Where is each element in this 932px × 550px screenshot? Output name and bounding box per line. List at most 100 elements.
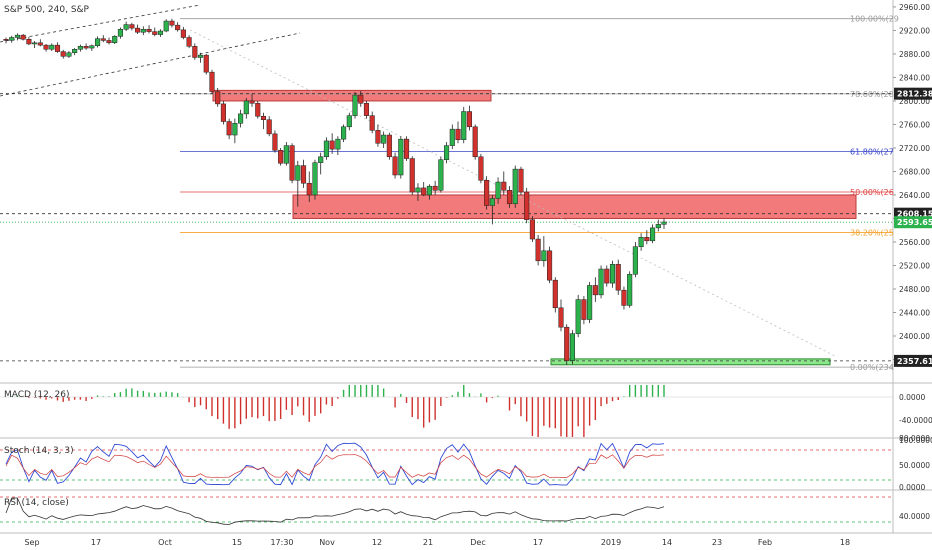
candle-body xyxy=(232,123,238,136)
candle-body xyxy=(272,133,278,151)
candle-body xyxy=(524,191,530,220)
candle-body xyxy=(569,333,576,361)
candle-body xyxy=(135,27,141,33)
candle-body xyxy=(529,219,535,240)
price-label: 2593.65 xyxy=(897,218,932,227)
y-tick-label: 2800.00 xyxy=(899,97,930,106)
candle-body xyxy=(295,165,301,181)
candle-body xyxy=(335,138,341,150)
candle-body xyxy=(175,24,181,31)
candle-body xyxy=(89,45,95,49)
rsi-line xyxy=(5,497,665,525)
candle-body xyxy=(129,24,135,29)
candle-body xyxy=(661,221,667,225)
candle-body xyxy=(421,187,427,196)
candle-body xyxy=(123,24,129,30)
candle-body xyxy=(106,40,112,44)
candle-body xyxy=(278,150,284,164)
x-tick-label: 21 xyxy=(423,538,433,547)
candle-body xyxy=(449,128,455,146)
x-tick-label: 2019 xyxy=(601,538,621,547)
zone-resistance-lower xyxy=(292,194,857,219)
candle-body xyxy=(192,46,198,58)
candle-body xyxy=(100,38,106,41)
candle-body xyxy=(157,30,164,35)
candle-body xyxy=(152,31,158,35)
candle-body xyxy=(444,145,450,160)
candle-body xyxy=(615,264,621,291)
candle-body xyxy=(587,285,593,320)
candle-body xyxy=(37,42,43,46)
y-tick-label: 2920.00 xyxy=(899,26,930,35)
candle-body xyxy=(346,115,352,128)
candle-body xyxy=(558,307,564,328)
fib-label: 100.00%(29 xyxy=(850,15,899,24)
y-tick-label: 2960.00 xyxy=(899,3,930,12)
fib-label: 61.80%(27 xyxy=(850,147,894,156)
x-tick-label: Sep xyxy=(24,538,39,547)
candle-body xyxy=(117,29,123,37)
stoch-tick-label: 50.0000 xyxy=(899,461,930,470)
channel-upper xyxy=(0,4,201,43)
candle-body xyxy=(54,44,61,52)
candle-body xyxy=(489,198,495,206)
fib-label: 38.20%(25 xyxy=(850,229,894,238)
candle-body xyxy=(552,279,558,309)
candle-body xyxy=(329,140,335,150)
candle-body xyxy=(32,42,38,45)
macd-tick-label: -40.0000 xyxy=(899,416,932,425)
price-label: 2357.61 xyxy=(897,357,932,366)
candle-body xyxy=(66,52,72,57)
price-label: 2608.15 xyxy=(897,210,932,219)
rsi-pane-label: RSI (14, close) xyxy=(4,498,69,508)
candle-body xyxy=(112,36,118,44)
candle-body xyxy=(341,126,347,140)
candle-body xyxy=(432,185,438,191)
candle-body xyxy=(409,158,415,193)
candle-body xyxy=(83,46,89,49)
rsi-tick-label: 40.0000 xyxy=(899,512,930,521)
y-tick-label: 2720.00 xyxy=(899,144,930,153)
x-tick-label: 17 xyxy=(533,538,543,547)
candle-body xyxy=(426,185,432,196)
y-tick-label: 2480.00 xyxy=(899,285,930,294)
candle-body xyxy=(575,299,581,334)
price-label-box xyxy=(894,87,932,100)
candle-body xyxy=(592,285,598,296)
y-tick-label: 2400.00 xyxy=(899,332,930,341)
x-tick-label: 15 xyxy=(232,538,242,547)
candle-body xyxy=(541,250,547,262)
y-tick-label: 2440.00 xyxy=(899,308,930,317)
y-tick-label: 2840.00 xyxy=(899,73,930,82)
channel-lower xyxy=(0,32,301,97)
fib-label: 50.00%(26 xyxy=(850,188,894,197)
price-label-box xyxy=(894,216,932,229)
candle-body xyxy=(472,126,478,158)
candle-body xyxy=(49,44,55,50)
candle-body xyxy=(163,20,169,32)
zone-support xyxy=(550,358,831,366)
candle-body xyxy=(466,111,473,128)
candle-body xyxy=(415,187,421,193)
candle-body xyxy=(94,38,101,46)
candle-body xyxy=(632,246,638,275)
y-tick-label: 2760.00 xyxy=(899,120,930,129)
candle-body xyxy=(203,54,209,73)
candle-body xyxy=(220,103,226,122)
x-tick-label: 23 xyxy=(712,538,722,547)
candle-body xyxy=(392,156,398,176)
candle-body xyxy=(609,264,616,284)
candle-body xyxy=(604,268,610,284)
candle-body xyxy=(209,71,215,92)
y-tick-label: 2680.00 xyxy=(899,167,930,176)
candle-body xyxy=(547,250,553,281)
macd-tick-label: 80.0000 xyxy=(899,434,930,443)
candle-body xyxy=(306,182,312,196)
stoch-tick-label: 0.0000 xyxy=(899,483,925,492)
candle-body xyxy=(3,39,9,41)
candle-body xyxy=(655,224,661,229)
candle-body xyxy=(140,29,146,33)
candle-body xyxy=(598,268,604,296)
zone-resistance-upper xyxy=(212,89,492,102)
